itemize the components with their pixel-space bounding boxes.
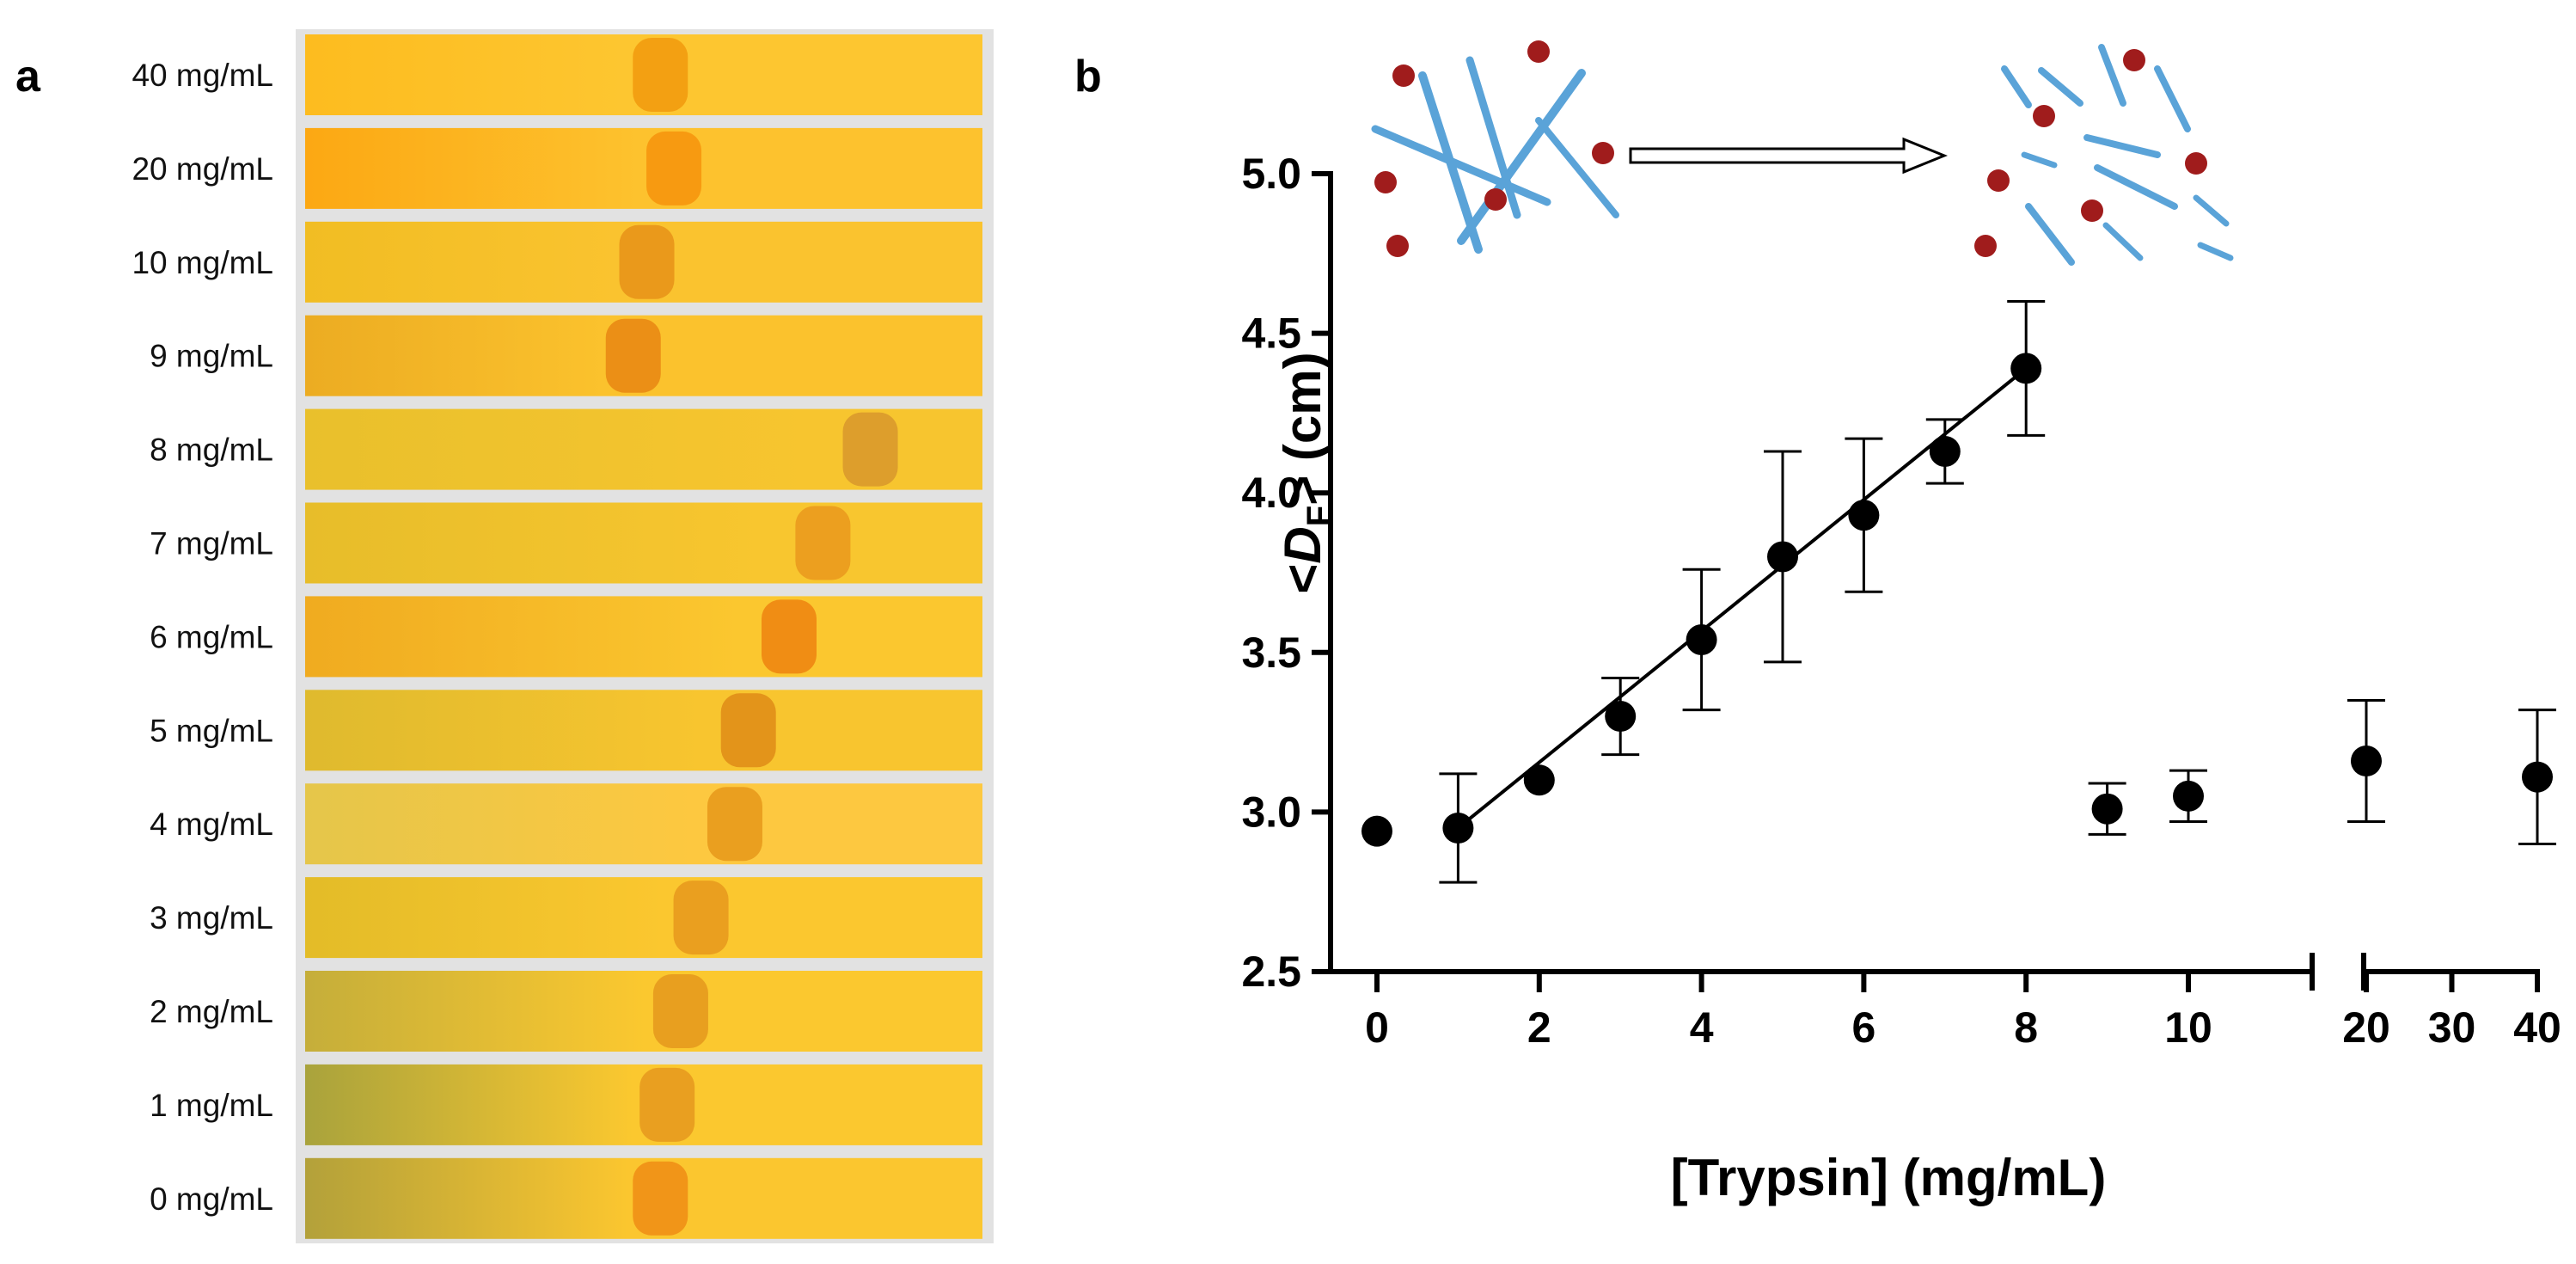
strip-front-band-2 [619, 224, 675, 299]
strip-label-6: 6 mg/mL [150, 619, 273, 654]
data-point-0 [1361, 815, 1392, 847]
enzyme-icons-right [1974, 49, 2207, 257]
y-axis-title: <DF> (cm) [1274, 352, 1338, 593]
data-points [1361, 353, 2553, 847]
strip-label-12: 0 mg/mL [150, 1181, 273, 1217]
y-tick-label-0: 2.5 [1241, 948, 1301, 996]
data-point-5 [1767, 541, 1798, 573]
data-point-12 [2522, 761, 2553, 793]
strip-front-band-8 [707, 787, 762, 862]
x-tick-label-a-2: 4 [1690, 1003, 1714, 1052]
x-tick-label-b-1: 30 [2428, 1003, 2476, 1052]
strip-label-2: 10 mg/mL [132, 245, 273, 280]
strip-label-10: 2 mg/mL [150, 994, 273, 1029]
x-ticks: 0 2 4 6 8 10 20 30 40 [1365, 953, 2561, 1052]
digestion-schematic [1371, 40, 2234, 266]
data-point-11 [2351, 746, 2382, 777]
data-point-9 [2091, 793, 2123, 825]
strip-label-0: 40 mg/mL [132, 58, 273, 93]
data-point-2 [1523, 764, 1555, 796]
strip-front-band-12 [633, 1161, 688, 1236]
strip-6 [305, 596, 982, 678]
data-point-4 [1686, 623, 1717, 655]
y-tick-label-1: 3.0 [1241, 788, 1301, 836]
strip-label-11: 1 mg/mL [150, 1088, 273, 1123]
data-point-7 [1929, 435, 1961, 467]
strip-label-7: 5 mg/mL [150, 713, 273, 748]
y-tick-label-2: 3.5 [1241, 629, 1301, 677]
strip-label-3: 9 mg/mL [150, 339, 273, 374]
error-bars [1439, 299, 2556, 884]
strip-label-9: 3 mg/mL [150, 900, 273, 936]
y-tick-label-4: 4.5 [1241, 310, 1301, 358]
strip-label-1: 20 mg/mL [132, 151, 273, 187]
strip-front-band-7 [720, 693, 776, 768]
x-tick-label-a-1: 2 [1527, 1003, 1551, 1052]
enzyme-icons-left [1374, 40, 1614, 257]
panel-a-letter: a [15, 52, 41, 101]
strip-front-band-10 [652, 974, 708, 1048]
x-tick-label-a-5: 10 [2164, 1003, 2212, 1052]
panel-b-letter: b [1074, 52, 1102, 101]
axes: 2.5 3.0 3.5 4.0 4.5 5.0 0 2 4 6 8 10 20 30 40 [1241, 150, 2561, 1052]
x-tick-label-a-3: 6 [1851, 1003, 1875, 1052]
data-point-1 [1442, 812, 1474, 844]
x-tick-label-a-4: 8 [2014, 1003, 2038, 1052]
x-tick-label-b-2: 40 [2513, 1003, 2561, 1052]
intact-fibers-icon [1371, 56, 1619, 254]
strip-front-band-4 [842, 412, 898, 487]
data-point-6 [1848, 500, 1880, 531]
strip-front-band-5 [795, 506, 851, 580]
y-ticks: 2.5 3.0 3.5 4.0 4.5 5.0 [1241, 150, 1331, 996]
strip-label-5: 7 mg/mL [150, 526, 273, 561]
arrow-icon [1629, 137, 1949, 175]
cleaved-fibers-icon [2001, 44, 2234, 266]
strip-1 [305, 127, 982, 209]
y-tick-label-3: 4.0 [1241, 469, 1301, 517]
strip-front-band-1 [646, 131, 702, 206]
data-point-8 [2010, 353, 2042, 384]
strip-label-8: 4 mg/mL [150, 807, 273, 842]
strip-8 [305, 783, 982, 865]
x-axis-title: [Trypsin] (mg/mL) [1671, 1149, 2107, 1206]
strip-front-band-9 [673, 881, 729, 955]
strip-label-4: 8 mg/mL [150, 433, 273, 468]
data-point-3 [1605, 701, 1637, 733]
strip-front-band-0 [633, 38, 688, 112]
strip-7 [305, 690, 982, 771]
data-point-10 [2173, 780, 2204, 812]
x-tick-label-a-0: 0 [1365, 1003, 1389, 1052]
strip-9 [305, 877, 982, 959]
y-tick-label-5: 5.0 [1241, 150, 1301, 198]
strip-front-band-6 [762, 599, 817, 674]
strip-front-band-3 [605, 318, 661, 393]
strip-10 [305, 971, 982, 1052]
panel-a-strips: a 40 mg/mL 20 mg/mL 10 mg/mL 9 mg/mL 8 mg/mL… [15, 29, 994, 1243]
strip-front-band-11 [639, 1067, 695, 1142]
panel-b-chart: b [1074, 40, 2561, 1206]
x-tick-label-b-0: 20 [2342, 1003, 2390, 1052]
strip-5 [305, 502, 982, 584]
